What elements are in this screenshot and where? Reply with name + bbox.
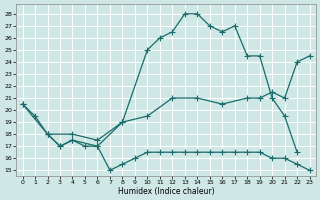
X-axis label: Humidex (Indice chaleur): Humidex (Indice chaleur) — [118, 187, 214, 196]
